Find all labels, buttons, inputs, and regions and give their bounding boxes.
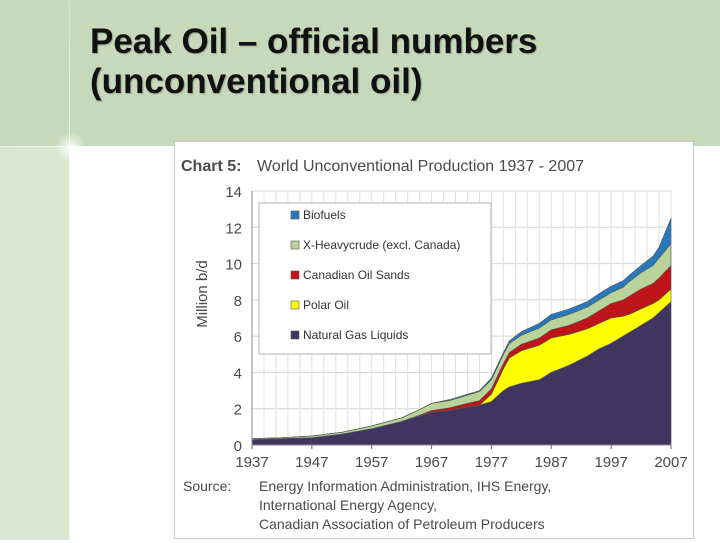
chart-panel: Chart 5: World Unconventional Production…	[174, 141, 694, 539]
y-tick-label-12: 12	[225, 220, 242, 237]
x-tick-label-1967: 1967	[415, 454, 448, 471]
y-tick-label-8: 8	[234, 293, 242, 310]
legend-swatch-canadian-oil-sands	[290, 270, 300, 280]
legend: Biofuels X-Heavycrude (excl. Canada) Canad…	[258, 202, 492, 355]
axis-layer: 0 2 4 6 8 10 12 14 1937 1947 1957 1967 1977 1987 1997 2…	[225, 184, 687, 471]
sparkle-decoration	[52, 129, 88, 165]
slide-title-line-2: (unconventional oil)	[90, 62, 423, 101]
x-tick-label-1977: 1977	[475, 454, 508, 471]
y-tick-label-10: 10	[225, 257, 242, 274]
title-band	[0, 0, 720, 146]
x-tick-label-1957: 1957	[355, 454, 388, 471]
vertical-rule	[69, 0, 70, 540]
y-tick-label-4: 4	[234, 365, 242, 382]
slide-title-line-1: Peak Oil – official numbers	[90, 22, 538, 61]
left-band	[0, 146, 70, 540]
chart-title: World Unconventional Production 1937 - 2…	[257, 158, 584, 175]
x-tick-label-1997: 1997	[594, 454, 627, 471]
area-series-biofuels	[251, 217, 672, 439]
source-line-1: Energy Information Administration, IHS E…	[259, 478, 551, 494]
source-line-3: Canadian Association of Petroleum Produc…	[259, 516, 545, 532]
legend-swatch-x-heavycrude-excl-canada	[290, 240, 300, 250]
legend-label-natural-gas-liquids: Natural Gas Liquids	[303, 328, 408, 342]
y-tick-label-14: 14	[225, 184, 242, 201]
x-tick-label-1987: 1987	[535, 454, 568, 471]
legend-items: Biofuels X-Heavycrude (excl. Canada) Canad…	[290, 208, 460, 342]
y-tick-label-2: 2	[234, 402, 242, 419]
legend-swatch-natural-gas-liquids	[290, 330, 300, 340]
legend-label-biofuels: Biofuels	[303, 208, 346, 222]
source-label: Source:	[183, 478, 231, 494]
legend-swatch-biofuels	[290, 210, 300, 220]
legend-label-polar-oil: Polar Oil	[303, 298, 349, 312]
legend-label-canadian-oil-sands: Canadian Oil Sands	[303, 268, 410, 282]
area-layer	[251, 217, 672, 446]
x-tick-label-2007: 2007	[654, 454, 687, 471]
x-tick-label-1937: 1937	[235, 454, 268, 471]
y-tick-label-6: 6	[234, 329, 242, 346]
chart-svg: Chart 5: World Unconventional Production…	[181, 158, 688, 532]
y-tick-label-0: 0	[234, 438, 242, 455]
source-line-2: International Energy Agency,	[259, 497, 437, 513]
legend-swatch-polar-oil	[290, 300, 300, 310]
y-axis-label: Million b/d	[194, 260, 211, 328]
chart-label: Chart 5:	[181, 158, 241, 175]
legend-label-x-heavycrude-excl-canada: X-Heavycrude (excl. Canada)	[303, 238, 460, 252]
slide-title: Peak Oil – official numbers (unconventio…	[90, 22, 690, 102]
x-tick-label-1947: 1947	[295, 454, 328, 471]
